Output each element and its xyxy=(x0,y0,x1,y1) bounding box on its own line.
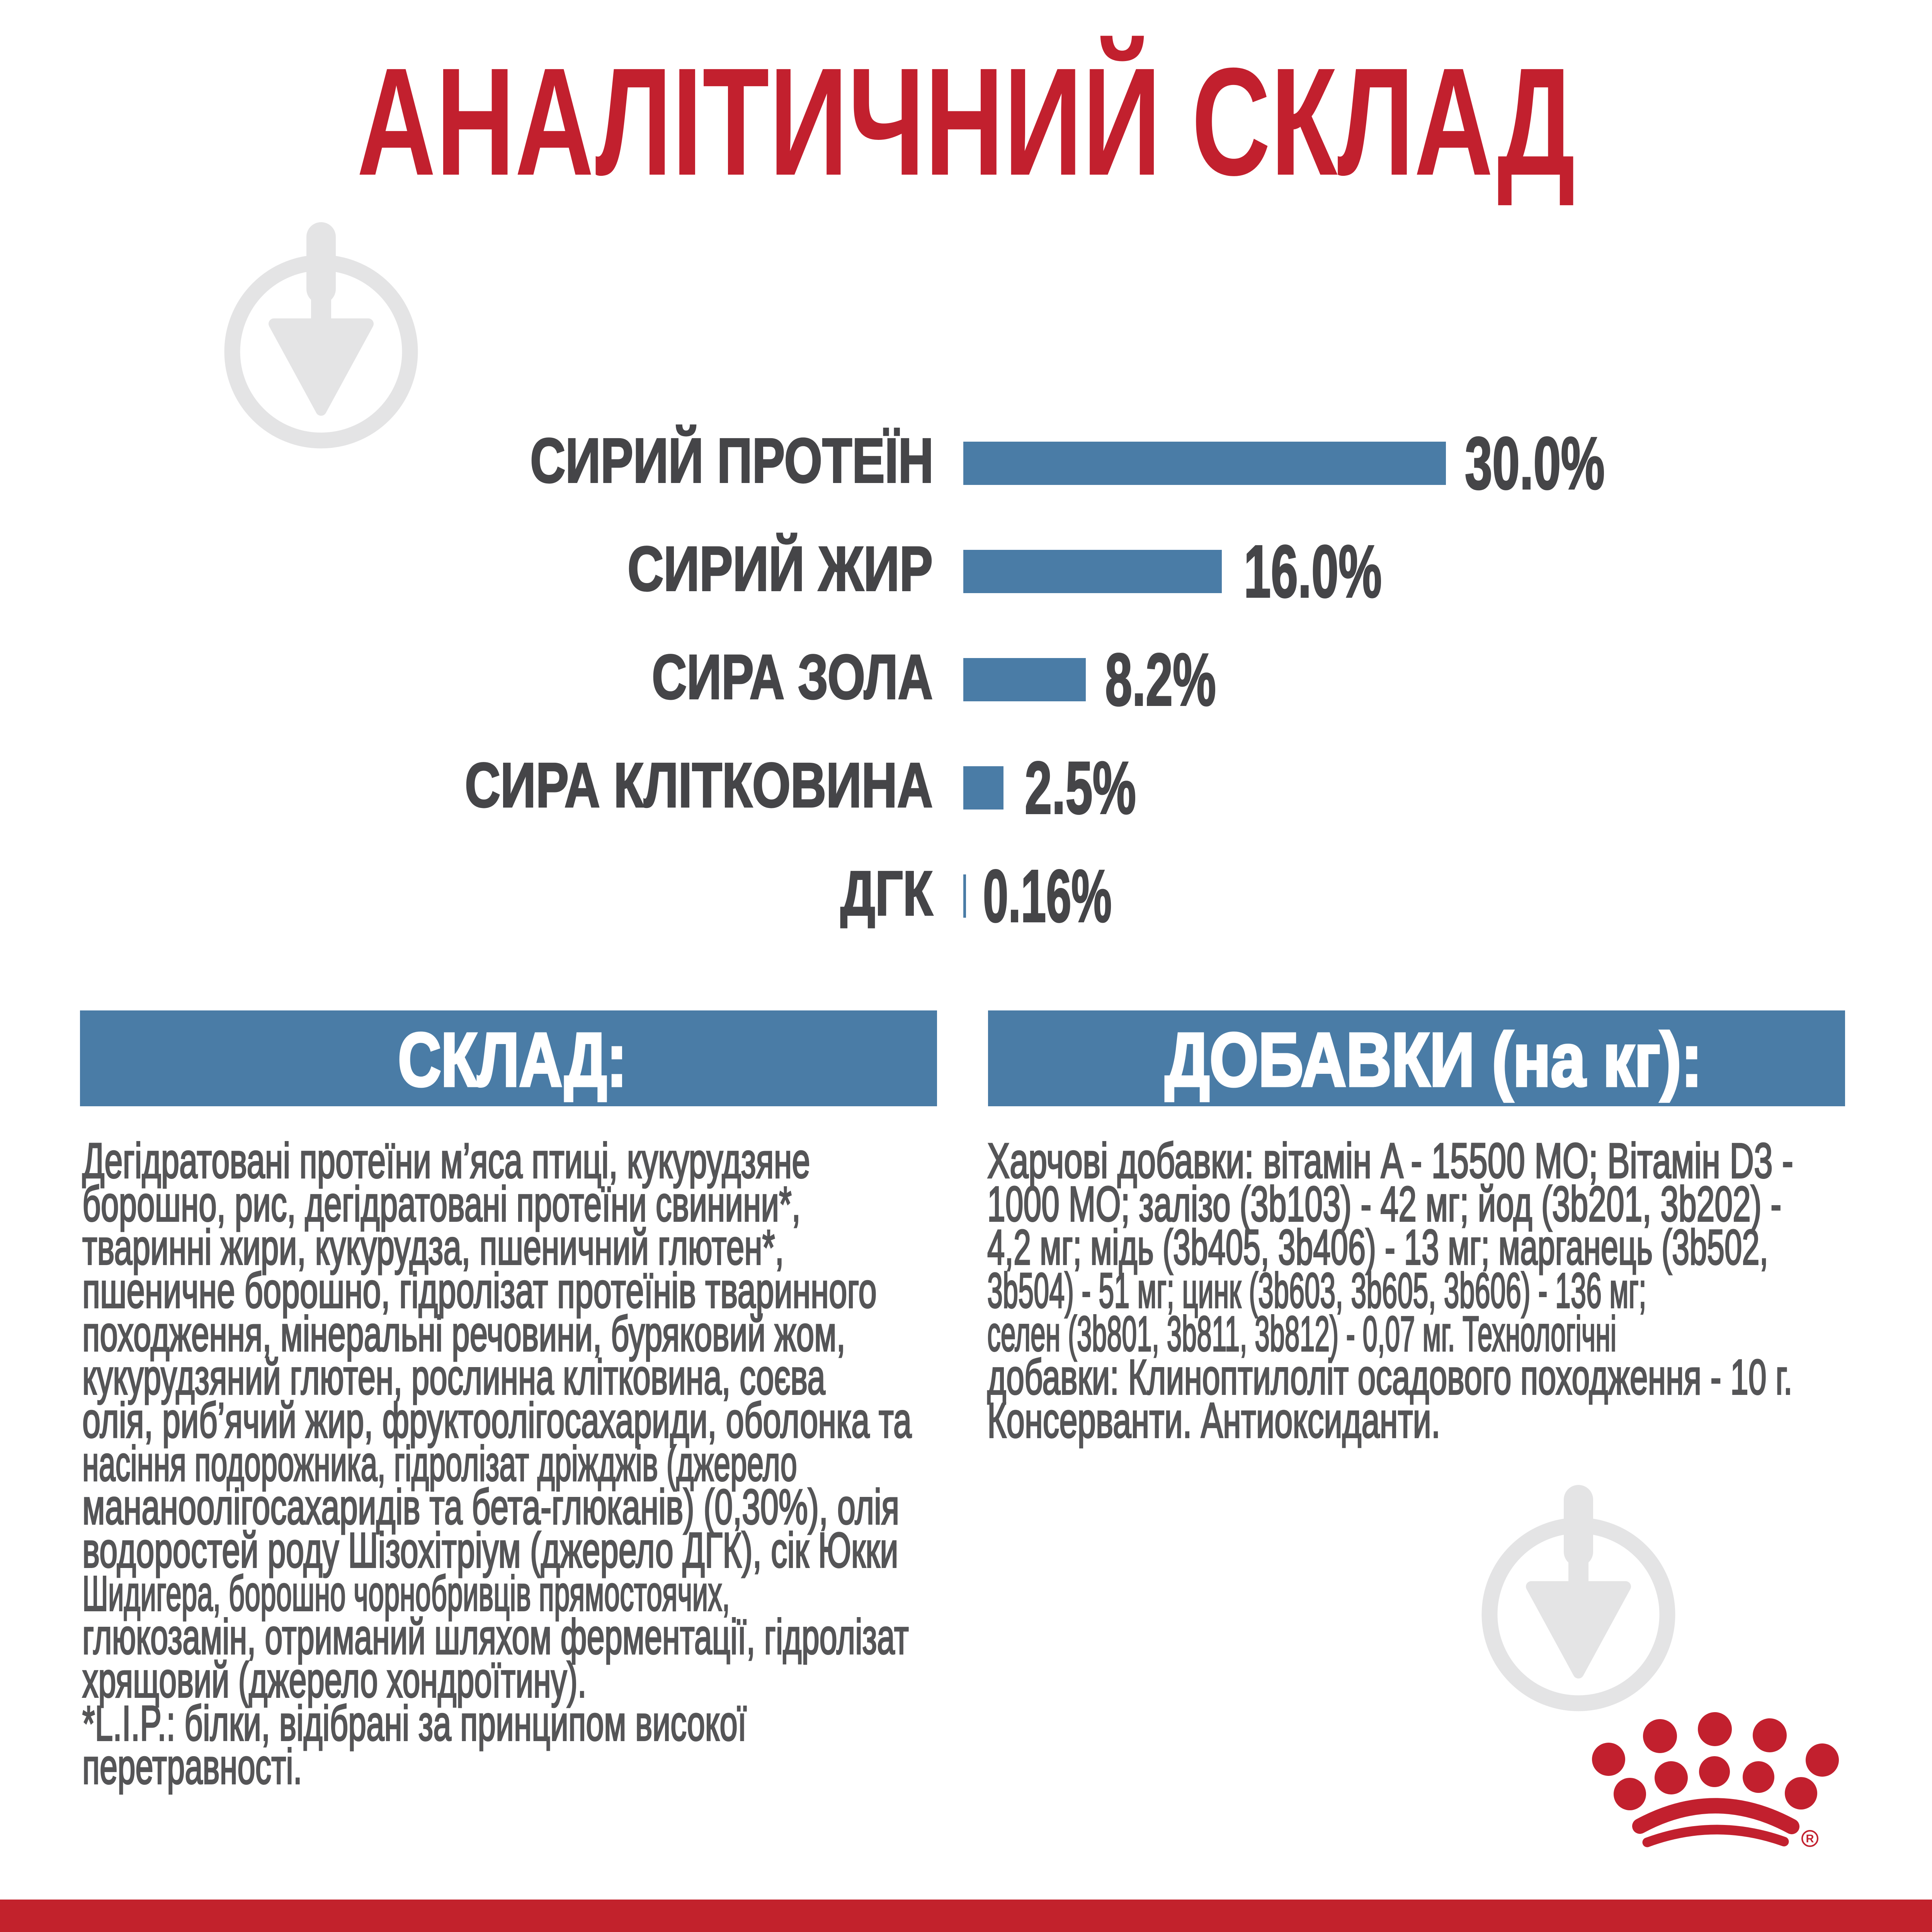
svg-text:30.0%: 30.0% xyxy=(1465,422,1605,505)
svg-text:2.5%: 2.5% xyxy=(1025,746,1136,829)
svg-text:перетравності.: перетравності. xyxy=(82,1740,302,1795)
svg-text:ДГК: ДГК xyxy=(840,858,933,929)
svg-text:глюкозамін, отриманий шляхом ф: глюкозамін, отриманий шляхом ферментації… xyxy=(82,1610,909,1665)
svg-text:кукурудзяний глютен, рослинна: кукурудзяний глютен, рослинна клітковина… xyxy=(82,1350,825,1405)
svg-text:*L.I.P.: білки, відібрані за п: *L.I.P.: білки, відібрані за принципом в… xyxy=(82,1696,747,1752)
svg-text:Шидигера, борошно чорнобривців: Шидигера, борошно чорнобривців прямостоя… xyxy=(82,1566,730,1622)
svg-text:16.0%: 16.0% xyxy=(1244,530,1382,613)
svg-text:1000 МО; залізо (3b103) - 42 м: 1000 МО; залізо (3b103) - 42 мг; йод (3b… xyxy=(987,1177,1781,1232)
svg-text:водоростей роду Шізохітріум (д: водоростей роду Шізохітріум (джерело ДГК… xyxy=(82,1523,898,1578)
svg-text:олія, риб’ячий жир, фруктооліг: олія, риб’ячий жир, фруктоолігосахариди,… xyxy=(82,1393,912,1449)
svg-text:пшеничне борошно, гідролізат п: пшеничне борошно, гідролізат протеїнів т… xyxy=(82,1264,877,1319)
svg-text:Консерванти. Антиоксиданти.: Консерванти. Антиоксиданти. xyxy=(987,1393,1440,1448)
svg-text:селен (3b801, 3b811, 3b812) -: селен (3b801, 3b811, 3b812) - 0,07 мг. Т… xyxy=(987,1306,1616,1362)
svg-text:насіння подорожника, гідроліза: насіння подорожника, гідролізат дріжджів… xyxy=(82,1437,797,1492)
svg-text:R: R xyxy=(1806,1833,1814,1845)
svg-text:СИРА ЗОЛА: СИРА ЗОЛА xyxy=(652,641,933,712)
svg-text:СИРИЙ ЖИР: СИРИЙ ЖИР xyxy=(628,533,933,604)
svg-text:СКЛАД:: СКЛАД: xyxy=(398,1017,627,1102)
svg-text:4,2 мг; мідь (3b405, 3b406) -: 4,2 мг; мідь (3b405, 3b406) - 13 мг; мар… xyxy=(987,1220,1768,1275)
svg-text:походження, мінеральні речовин: походження, мінеральні речовини, буряков… xyxy=(82,1307,845,1362)
svg-text:мананоолігосахаридів та бета-г: мананоолігосахаридів та бета-глюканів) (… xyxy=(82,1480,899,1535)
svg-text:Харчові добавки: вітамін A - 1: Харчові добавки: вітамін A - 15500 МО; В… xyxy=(987,1133,1793,1189)
svg-text:борошно, рис, дегідратовані пр: борошно, рис, дегідратовані протеїни сви… xyxy=(82,1177,801,1232)
svg-text:0.16%: 0.16% xyxy=(983,854,1112,937)
svg-text:добавки: Клиноптилоліт осадово: добавки: Клиноптилоліт осадового походже… xyxy=(987,1350,1793,1405)
svg-text:8.2%: 8.2% xyxy=(1105,638,1216,721)
svg-text:СИРА КЛІТКОВИНА: СИРА КЛІТКОВИНА xyxy=(465,750,933,820)
svg-text:АНАЛІТИЧНИЙ СКЛАД: АНАЛІТИЧНИЙ СКЛАД xyxy=(357,36,1575,207)
svg-text:тваринні жири, кукурудза, пшен: тваринні жири, кукурудза, пшеничний глют… xyxy=(82,1220,784,1276)
svg-text:ДОБАВКИ (на кг):: ДОБАВКИ (на кг): xyxy=(1165,1017,1702,1102)
svg-text:хрящовий (джерело хондроїтину): хрящовий (джерело хондроїтину). xyxy=(82,1653,587,1708)
svg-text:3b504) - 51 мг; цинк (3b603, 3: 3b504) - 51 мг; цинк (3b603, 3b605, 3b60… xyxy=(987,1263,1646,1318)
svg-text:Дегідратовані протеїни м’яса п: Дегідратовані протеїни м’яса птиці, куку… xyxy=(82,1134,810,1189)
svg-text:СИРИЙ ПРОТЕЇН: СИРИЙ ПРОТЕЇН xyxy=(530,425,934,496)
